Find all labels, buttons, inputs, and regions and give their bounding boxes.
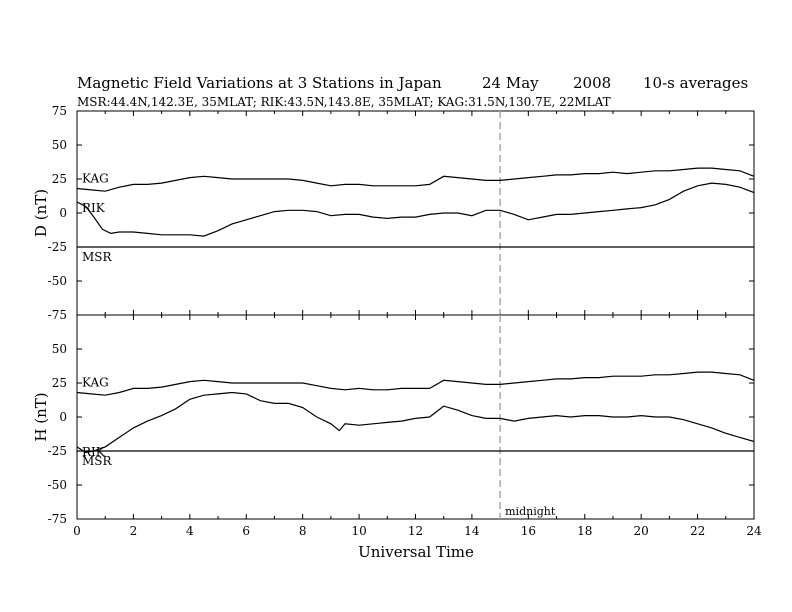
x-tick-label: 4 bbox=[186, 524, 194, 538]
chart-date: 24 May bbox=[482, 74, 539, 92]
x-axis-label: Universal Time bbox=[358, 543, 474, 561]
series-line-rik bbox=[76, 182, 755, 237]
x-tick-label: 20 bbox=[634, 524, 649, 538]
chart-title: Magnetic Field Variations at 3 Stations … bbox=[77, 74, 442, 92]
plot-frame bbox=[76, 110, 755, 316]
y-tick-label: -75 bbox=[48, 512, 67, 526]
y-tick-label: 25 bbox=[52, 376, 67, 390]
x-tick-label: 18 bbox=[577, 524, 592, 538]
y-tick-label: 0 bbox=[59, 410, 67, 424]
y-tick-label: -50 bbox=[48, 478, 67, 492]
y-tick-label: 25 bbox=[52, 172, 67, 186]
x-tick-label: 10 bbox=[351, 524, 366, 538]
panel-d: 75 50 25 0 -25 -50 -75 D (nT) KAG RIK MSR bbox=[32, 104, 755, 322]
y-tick-label: 50 bbox=[52, 342, 67, 356]
x-tick-label: 12 bbox=[408, 524, 423, 538]
series-line-kag bbox=[76, 371, 755, 396]
series-label-msr: MSR bbox=[82, 250, 113, 264]
y-tick-label: 50 bbox=[52, 138, 67, 152]
y-tick-label: -75 bbox=[48, 308, 67, 322]
y-tick-label: -50 bbox=[48, 274, 67, 288]
chart-subtitle: MSR:44.4N,142.3E, 35MLAT; RIK:43.5N,143.… bbox=[77, 95, 611, 109]
x-tick-label: 8 bbox=[299, 524, 307, 538]
x-tick-label: 22 bbox=[690, 524, 705, 538]
y-tick-label: -25 bbox=[48, 240, 67, 254]
series-label-kag: KAG bbox=[82, 172, 109, 186]
series-label-kag: KAG bbox=[82, 376, 109, 390]
y-tick-label: -25 bbox=[48, 444, 67, 458]
chart-year: 2008 bbox=[573, 74, 611, 92]
series-line-kag bbox=[76, 167, 755, 192]
chart-averaging: 10-s averages bbox=[643, 74, 748, 92]
x-tick-label: 16 bbox=[521, 524, 536, 538]
y-axis-label: D (nT) bbox=[32, 189, 50, 237]
series-line-rik bbox=[76, 391, 755, 454]
series-label-rik: RIK bbox=[82, 445, 106, 459]
series-label-rik: RIK bbox=[82, 201, 106, 215]
x-tick-label: 24 bbox=[746, 524, 762, 538]
x-tick-label: 6 bbox=[242, 524, 250, 538]
y-tick-label: 75 bbox=[52, 104, 67, 118]
x-tick-label: 0 bbox=[73, 524, 81, 538]
x-tick-label: 14 bbox=[464, 524, 480, 538]
y-axis-label: H (nT) bbox=[32, 392, 50, 441]
midnight-label: midnight bbox=[505, 505, 556, 518]
x-tick-label: 2 bbox=[130, 524, 138, 538]
y-tick-label: 0 bbox=[59, 206, 67, 220]
series-label-msr: MSR bbox=[82, 454, 113, 468]
